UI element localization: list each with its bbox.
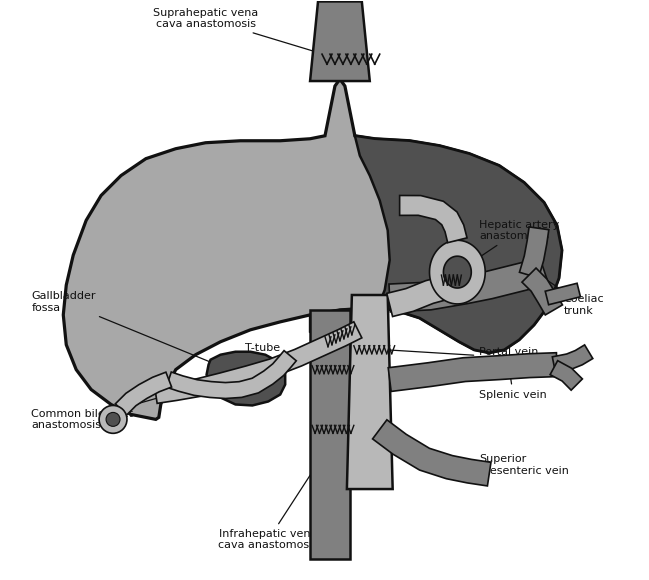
Polygon shape xyxy=(430,240,485,304)
Polygon shape xyxy=(388,353,557,392)
Polygon shape xyxy=(373,420,491,486)
Polygon shape xyxy=(347,295,393,489)
Polygon shape xyxy=(519,227,549,278)
Polygon shape xyxy=(443,256,471,288)
Polygon shape xyxy=(206,351,285,405)
Polygon shape xyxy=(389,257,548,312)
Polygon shape xyxy=(166,350,297,398)
Text: Coeliac
trunk: Coeliac trunk xyxy=(546,280,604,316)
Polygon shape xyxy=(400,195,467,242)
Circle shape xyxy=(106,412,120,426)
Text: Gallbladder
fossa: Gallbladder fossa xyxy=(31,291,246,376)
Text: Infrahepatic vena
cava anastomosis: Infrahepatic vena cava anastomosis xyxy=(218,432,338,550)
Polygon shape xyxy=(310,310,350,559)
Polygon shape xyxy=(63,79,562,419)
Text: Suprahepatic vena
cava anastomosis: Suprahepatic vena cava anastomosis xyxy=(153,8,337,59)
Text: Superior
mesenteric vein: Superior mesenteric vein xyxy=(457,454,569,476)
Polygon shape xyxy=(310,136,562,353)
Text: Common bile duct
anastomosis: Common bile duct anastomosis xyxy=(31,372,248,430)
Polygon shape xyxy=(315,315,374,434)
Polygon shape xyxy=(550,361,582,390)
Polygon shape xyxy=(522,268,563,315)
Text: T-tube: T-tube xyxy=(245,343,280,377)
Polygon shape xyxy=(552,345,593,372)
Polygon shape xyxy=(154,322,362,403)
Polygon shape xyxy=(310,1,370,81)
Polygon shape xyxy=(387,273,458,317)
Text: Hepatic artery
anastomosis: Hepatic artery anastomosis xyxy=(459,219,559,270)
Text: Splenic vein: Splenic vein xyxy=(479,371,547,400)
Polygon shape xyxy=(116,372,171,415)
Circle shape xyxy=(99,405,127,433)
Polygon shape xyxy=(545,283,580,305)
Text: Portal vein
anastomosis: Portal vein anastomosis xyxy=(387,347,549,368)
